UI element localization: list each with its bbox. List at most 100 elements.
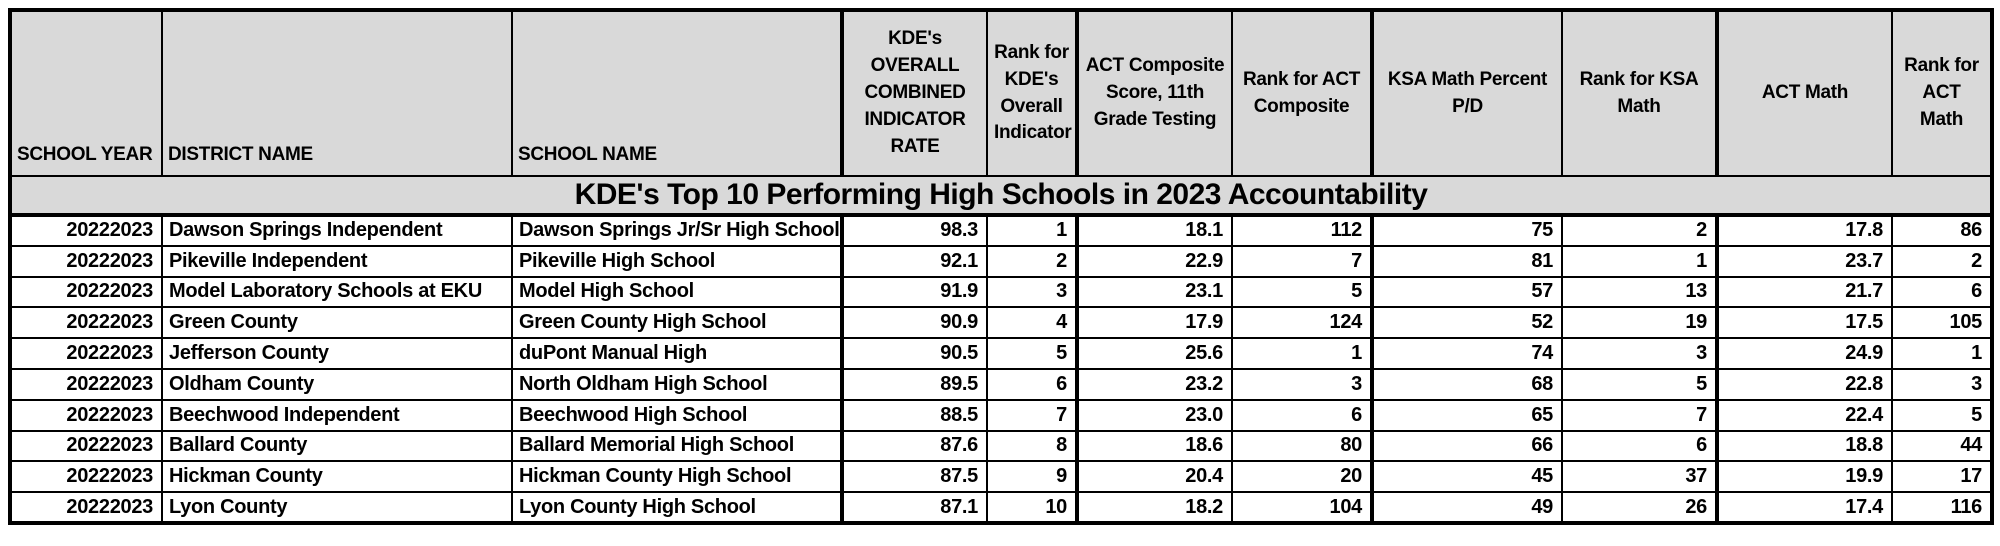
col-header-rank-kde-overall[interactable]: Rank for KDE's Overall Indicator [986, 9, 1079, 177]
cell-act-math[interactable]: 22.8 [1716, 367, 1893, 401]
cell-rank-act-math[interactable]: 116 [1891, 491, 1993, 524]
cell-rank-kde-overall[interactable]: 9 [986, 460, 1079, 494]
cell-school-name[interactable]: Pikeville High School [511, 244, 844, 278]
col-header-act-math[interactable]: ACT Math [1716, 9, 1893, 177]
cell-district-name[interactable]: Dawson Springs Independent [161, 214, 513, 247]
cell-rank-kde-overall[interactable]: 7 [986, 398, 1079, 432]
cell-school-year[interactable]: 20222023 [9, 275, 163, 309]
cell-rank-kde-overall[interactable]: 5 [986, 337, 1079, 370]
col-header-district-name[interactable]: DISTRICT NAME [161, 9, 513, 177]
cell-kde-overall-rate[interactable]: 88.5 [841, 398, 988, 432]
cell-kde-overall-rate[interactable]: 90.9 [841, 306, 988, 340]
cell-rank-act-composite[interactable]: 124 [1231, 306, 1374, 340]
cell-act-math[interactable]: 19.9 [1716, 460, 1893, 494]
cell-ksa-math[interactable]: 52 [1371, 306, 1563, 340]
cell-rank-act-math[interactable]: 86 [1891, 214, 1993, 247]
cell-act-composite[interactable]: 25.6 [1076, 337, 1233, 370]
col-header-school-year[interactable]: SCHOOL YEAR [9, 9, 163, 177]
cell-rank-act-math[interactable]: 2 [1891, 244, 1993, 278]
cell-rank-ksa-math[interactable]: 2 [1561, 214, 1719, 247]
cell-kde-overall-rate[interactable]: 91.9 [841, 275, 988, 309]
cell-school-name[interactable]: Ballard Memorial High School [511, 429, 844, 463]
cell-act-composite[interactable]: 18.6 [1076, 429, 1233, 463]
col-header-rank-act-composite[interactable]: Rank for ACT Composite [1231, 9, 1374, 177]
cell-rank-kde-overall[interactable]: 10 [986, 491, 1079, 524]
cell-school-year[interactable]: 20222023 [9, 491, 163, 524]
cell-act-composite[interactable]: 20.4 [1076, 460, 1233, 494]
cell-district-name[interactable]: Green County [161, 306, 513, 340]
cell-ksa-math[interactable]: 45 [1371, 460, 1563, 494]
cell-school-year[interactable]: 20222023 [9, 306, 163, 340]
cell-rank-act-composite[interactable]: 3 [1231, 367, 1374, 401]
cell-rank-kde-overall[interactable]: 2 [986, 244, 1079, 278]
cell-act-math[interactable]: 18.8 [1716, 429, 1893, 463]
table-title[interactable]: KDE's Top 10 Performing High Schools in … [9, 175, 1993, 217]
cell-act-composite[interactable]: 23.0 [1076, 398, 1233, 432]
cell-rank-act-math[interactable]: 44 [1891, 429, 1993, 463]
cell-rank-ksa-math[interactable]: 19 [1561, 306, 1719, 340]
cell-rank-ksa-math[interactable]: 5 [1561, 367, 1719, 401]
cell-act-composite[interactable]: 17.9 [1076, 306, 1233, 340]
cell-school-year[interactable]: 20222023 [9, 337, 163, 370]
cell-school-year[interactable]: 20222023 [9, 214, 163, 247]
cell-rank-act-math[interactable]: 105 [1891, 306, 1993, 340]
cell-rank-act-math[interactable]: 1 [1891, 337, 1993, 370]
cell-rank-act-composite[interactable]: 80 [1231, 429, 1374, 463]
cell-ksa-math[interactable]: 74 [1371, 337, 1563, 370]
cell-school-name[interactable]: Dawson Springs Jr/Sr High School [511, 214, 844, 247]
cell-school-name[interactable]: Beechwood High School [511, 398, 844, 432]
cell-act-composite[interactable]: 18.2 [1076, 491, 1233, 524]
cell-ksa-math[interactable]: 66 [1371, 429, 1563, 463]
cell-ksa-math[interactable]: 57 [1371, 275, 1563, 309]
cell-rank-kde-overall[interactable]: 3 [986, 275, 1079, 309]
cell-rank-kde-overall[interactable]: 6 [986, 367, 1079, 401]
cell-school-year[interactable]: 20222023 [9, 398, 163, 432]
cell-act-math[interactable]: 17.5 [1716, 306, 1893, 340]
cell-rank-ksa-math[interactable]: 13 [1561, 275, 1719, 309]
cell-kde-overall-rate[interactable]: 90.5 [841, 337, 988, 370]
cell-rank-kde-overall[interactable]: 8 [986, 429, 1079, 463]
cell-act-composite[interactable]: 23.2 [1076, 367, 1233, 401]
cell-rank-ksa-math[interactable]: 3 [1561, 337, 1719, 370]
cell-school-name[interactable]: North Oldham High School [511, 367, 844, 401]
cell-kde-overall-rate[interactable]: 92.1 [841, 244, 988, 278]
cell-act-composite[interactable]: 23.1 [1076, 275, 1233, 309]
cell-rank-kde-overall[interactable]: 1 [986, 214, 1079, 247]
cell-school-name[interactable]: duPont Manual High [511, 337, 844, 370]
cell-act-math[interactable]: 17.8 [1716, 214, 1893, 247]
cell-act-math[interactable]: 17.4 [1716, 491, 1893, 524]
cell-kde-overall-rate[interactable]: 87.5 [841, 460, 988, 494]
cell-rank-ksa-math[interactable]: 26 [1561, 491, 1719, 524]
cell-district-name[interactable]: Lyon County [161, 491, 513, 524]
col-header-rank-act-math[interactable]: Rank for ACT Math [1891, 9, 1993, 177]
cell-rank-act-composite[interactable]: 20 [1231, 460, 1374, 494]
cell-district-name[interactable]: Jefferson County [161, 337, 513, 370]
cell-rank-act-composite[interactable]: 1 [1231, 337, 1374, 370]
cell-kde-overall-rate[interactable]: 98.3 [841, 214, 988, 247]
cell-district-name[interactable]: Ballard County [161, 429, 513, 463]
cell-district-name[interactable]: Hickman County [161, 460, 513, 494]
cell-district-name[interactable]: Beechwood Independent [161, 398, 513, 432]
cell-ksa-math[interactable]: 81 [1371, 244, 1563, 278]
cell-rank-act-composite[interactable]: 104 [1231, 491, 1374, 524]
cell-act-math[interactable]: 22.4 [1716, 398, 1893, 432]
cell-rank-act-math[interactable]: 6 [1891, 275, 1993, 309]
cell-act-math[interactable]: 21.7 [1716, 275, 1893, 309]
cell-act-composite[interactable]: 22.9 [1076, 244, 1233, 278]
cell-act-math[interactable]: 24.9 [1716, 337, 1893, 370]
col-header-school-name[interactable]: SCHOOL NAME [511, 9, 844, 177]
cell-ksa-math[interactable]: 49 [1371, 491, 1563, 524]
cell-school-name[interactable]: Hickman County High School [511, 460, 844, 494]
cell-ksa-math[interactable]: 75 [1371, 214, 1563, 247]
cell-rank-ksa-math[interactable]: 7 [1561, 398, 1719, 432]
cell-ksa-math[interactable]: 68 [1371, 367, 1563, 401]
cell-district-name[interactable]: Pikeville Independent [161, 244, 513, 278]
col-header-act-composite[interactable]: ACT Composite Score, 11th Grade Testing [1076, 9, 1233, 177]
cell-school-year[interactable]: 20222023 [9, 244, 163, 278]
cell-rank-act-composite[interactable]: 6 [1231, 398, 1374, 432]
col-header-ksa-math[interactable]: KSA Math Percent P/D [1371, 9, 1563, 177]
cell-school-name[interactable]: Model High School [511, 275, 844, 309]
cell-act-composite[interactable]: 18.1 [1076, 214, 1233, 247]
cell-rank-act-math[interactable]: 3 [1891, 367, 1993, 401]
cell-school-year[interactable]: 20222023 [9, 429, 163, 463]
